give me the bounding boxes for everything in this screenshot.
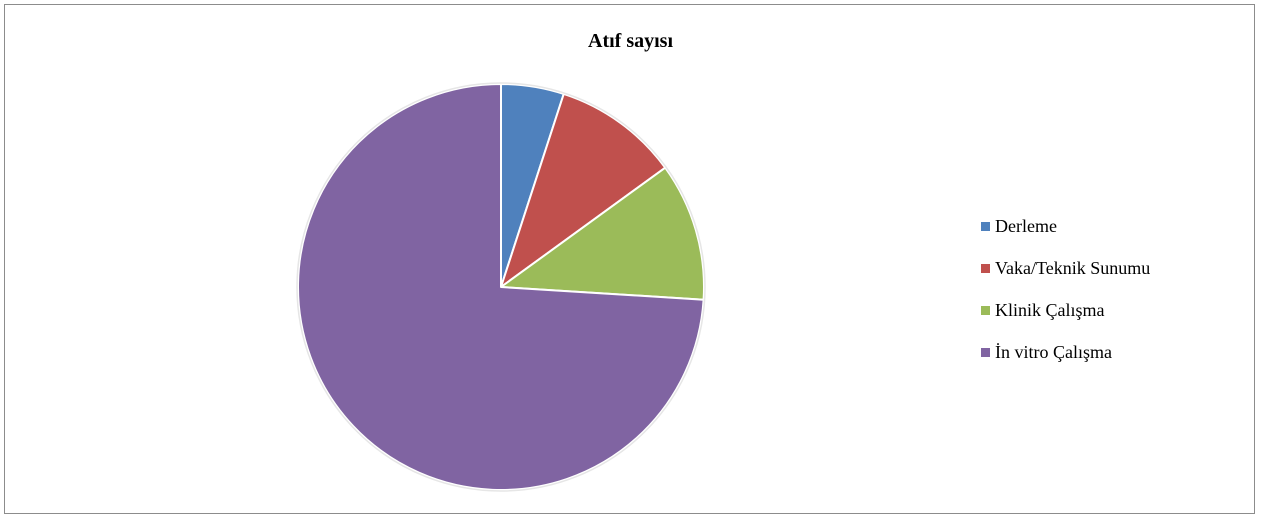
pie-slice-klinik-calisma (500, 166, 705, 301)
legend-item-derleme: Derleme (981, 216, 1150, 236)
chart-frame: Atıf sayısı Derleme Vaka/Teknik Sunumu K… (4, 4, 1255, 514)
legend-label-in-vitro-calisma: İn vitro Çalışma (995, 341, 1112, 362)
legend-item-vaka-teknik-sunumu: Vaka/Teknik Sunumu (981, 258, 1150, 278)
legend-item-in-vitro-calisma: İn vitro Çalışma (981, 342, 1150, 362)
legend: Derleme Vaka/Teknik Sunumu Klinik Çalışm… (981, 216, 1150, 384)
legend-swatch-klinik-calisma (981, 305, 990, 315)
pie-slice-vaka-teknik-sunumu (500, 92, 667, 288)
legend-label-klinik-calisma: Klinik Çalışma (995, 299, 1105, 320)
legend-swatch-in-vitro-calisma (981, 347, 990, 357)
legend-label-derleme: Derleme (995, 215, 1057, 236)
chart-title: Atıf sayısı (588, 30, 673, 52)
pie-slices (296, 82, 706, 492)
pie-slice-in-vitro-calisma (297, 83, 705, 491)
pie-rim (296, 82, 706, 492)
legend-item-klinik-calisma: Klinik Çalışma (981, 300, 1150, 320)
legend-swatch-derleme (981, 221, 990, 231)
pie-chart (296, 82, 706, 492)
legend-swatch-vaka-teknik-sunumu (981, 263, 990, 273)
legend-label-vaka-teknik-sunumu: Vaka/Teknik Sunumu (995, 257, 1151, 278)
